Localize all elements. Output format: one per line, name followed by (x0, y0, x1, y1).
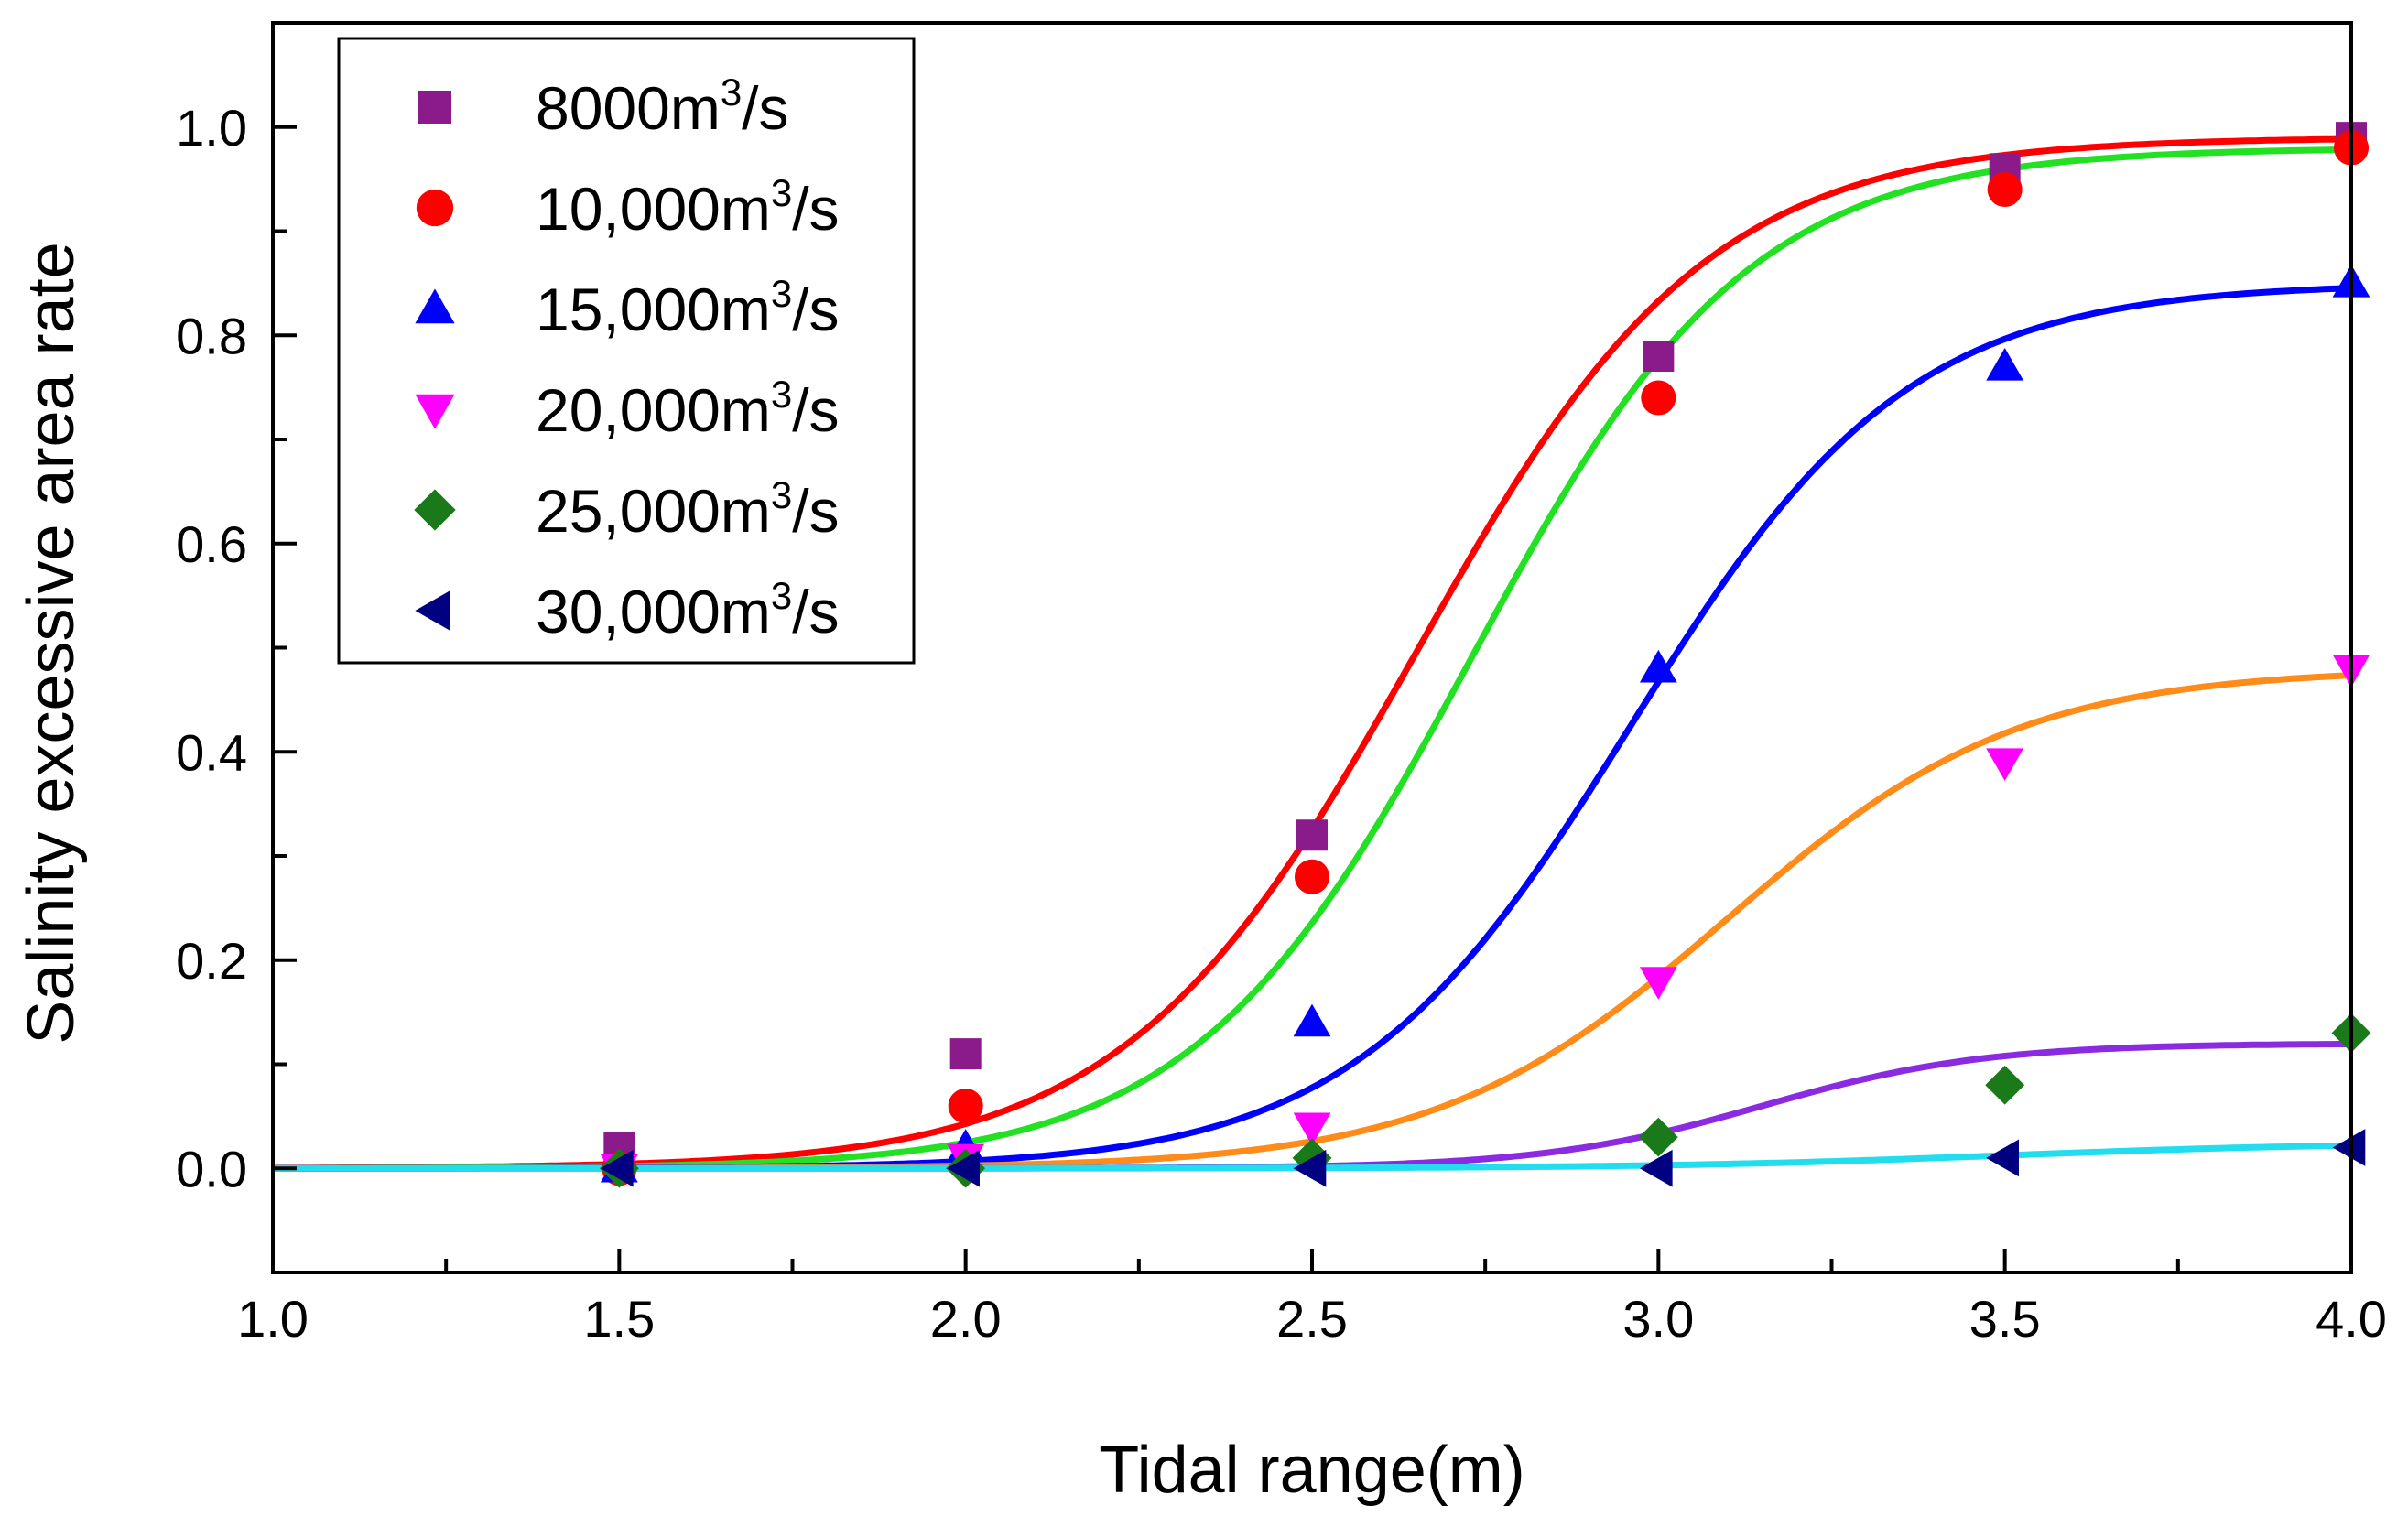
data-point (1985, 1065, 2025, 1105)
data-point (1296, 819, 1328, 851)
axis-ticks (271, 21, 2353, 1274)
legend-label: 8000m3/s (536, 70, 789, 142)
legend-label: 20,000m3/s (536, 373, 840, 444)
legend-marker (415, 590, 450, 631)
y-tick-label: 0.0 (176, 1140, 247, 1197)
data-point (1643, 341, 1675, 372)
data-point (1293, 1149, 1327, 1187)
y-tick-label: 0.2 (176, 932, 247, 990)
legend-marker (416, 189, 454, 227)
data-point (1293, 1112, 1331, 1146)
y-tick-label: 0.8 (176, 307, 247, 364)
x-tick-label: 2.5 (1276, 1290, 1348, 1348)
legend-label: 10,000m3/s (536, 171, 840, 243)
data-point (947, 1149, 980, 1187)
data-point (1986, 347, 2024, 381)
data-point (1987, 171, 2023, 208)
x-tick-label: 1.0 (237, 1290, 309, 1348)
legend-box (337, 37, 916, 665)
legend-marker (415, 288, 455, 324)
x-tick-label: 3.5 (1969, 1290, 2041, 1348)
x-tick-label: 1.5 (583, 1290, 655, 1348)
x-tick-label: 2.0 (930, 1290, 1002, 1348)
y-tick-label: 0.6 (176, 515, 247, 573)
data-point (1639, 967, 1677, 1000)
y-tick-label: 1.0 (176, 99, 247, 157)
legend-marker (418, 91, 451, 124)
y-tick-label: 0.4 (176, 723, 247, 781)
x-tick-labels: 1.0 1.5 2.0 2.5 3.0 3.5 4.0 (237, 1290, 2387, 1348)
legend-label: 30,000m3/s (536, 574, 840, 645)
data-point (1639, 649, 1677, 683)
legend: 8000m3/s 10,000m3/s 15,000m3/s 20,000m3/s 25… (337, 37, 916, 665)
x-tick-label: 3.0 (1622, 1290, 1694, 1348)
legend-marker (415, 394, 455, 429)
data-point (948, 1088, 983, 1124)
legend-label: 15,000m3/s (536, 272, 840, 343)
data-point (1638, 1117, 1678, 1157)
data-point (1986, 1139, 2019, 1177)
x-axis-title: Tidal range(m) (1099, 1434, 1524, 1507)
data-point (1641, 380, 1676, 416)
legend-label: 25,000m3/s (536, 473, 840, 545)
y-axis-title: Salinity excessive area rate (15, 242, 88, 1044)
data-point (1294, 859, 1330, 894)
data-point (1639, 1149, 1673, 1187)
x-tick-label: 4.0 (2316, 1290, 2387, 1348)
data-point (949, 1038, 982, 1070)
data-point (600, 1149, 634, 1187)
y-tick-labels: 0.0 0.2 0.4 0.6 0.8 1.0 (176, 99, 247, 1198)
data-point (1986, 748, 2024, 782)
data-point (2332, 1129, 2366, 1166)
legend-marker (414, 489, 456, 531)
data-point (1293, 1003, 1331, 1037)
